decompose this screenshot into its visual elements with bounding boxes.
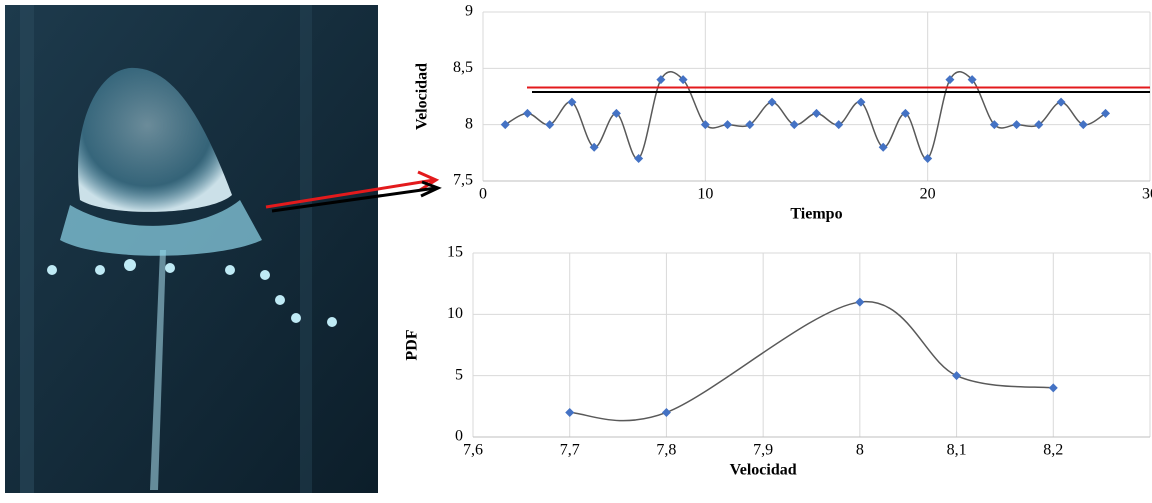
- data-point: [565, 407, 575, 417]
- data-point: [1078, 120, 1088, 130]
- data-point: [812, 108, 821, 118]
- data-point: [1034, 120, 1044, 130]
- data-point: [856, 97, 866, 107]
- data-point: [723, 120, 733, 130]
- y-tick-label: 5: [455, 366, 463, 383]
- data-point: [767, 97, 777, 107]
- y-tick-label: 8,5: [453, 59, 473, 76]
- data-point: [855, 297, 865, 307]
- y-tick-label: 15: [447, 244, 463, 261]
- data-point: [634, 153, 644, 163]
- data-point: [745, 120, 755, 130]
- data-line: [504, 71, 1106, 160]
- x-axis-label: Tiempo: [790, 206, 842, 223]
- data-point: [611, 108, 621, 118]
- y-tick-label: 9: [465, 3, 473, 20]
- data-point: [545, 120, 555, 130]
- x-tick-label: 8,2: [1043, 442, 1063, 459]
- data-point: [789, 120, 799, 130]
- data-point: [1048, 383, 1058, 393]
- data-point: [700, 120, 710, 130]
- data-point: [589, 142, 599, 152]
- x-tick-label: 7,6: [463, 442, 483, 459]
- data-point: [1012, 120, 1022, 130]
- data-point: [923, 153, 933, 163]
- arrows: [265, 170, 442, 213]
- data-point: [1056, 97, 1066, 107]
- data-point: [567, 97, 577, 107]
- y-axis-label: PDF: [404, 329, 421, 360]
- data-point: [989, 120, 999, 130]
- data-point: [952, 371, 962, 381]
- y-axis-label: Velocidad: [414, 63, 431, 130]
- data-point: [656, 75, 666, 85]
- data-point: [945, 75, 955, 85]
- x-tick-label: 8: [856, 442, 864, 459]
- x-tick-label: 8,1: [947, 442, 967, 459]
- data-point: [878, 142, 888, 152]
- photo: [5, 5, 378, 493]
- data-point: [522, 108, 532, 118]
- data-line: [569, 301, 1054, 422]
- data-point: [661, 407, 671, 417]
- x-tick-label: 0: [479, 186, 487, 203]
- y-tick-label: 0: [455, 428, 463, 445]
- data-point: [1101, 108, 1111, 118]
- x-tick-label: 7,8: [656, 442, 676, 459]
- x-tick-label: 30: [1142, 186, 1152, 203]
- data-point: [678, 75, 688, 85]
- x-tick-label: 10: [697, 186, 713, 203]
- y-tick-label: 10: [447, 305, 463, 322]
- data-point: [834, 120, 844, 130]
- x-tick-label: 7,9: [753, 442, 773, 459]
- x-tick-label: 7,7: [560, 442, 580, 459]
- data-point: [967, 75, 977, 85]
- data-point: [900, 108, 910, 118]
- y-tick-label: 7,5: [453, 172, 473, 189]
- x-axis-label: Velocidad: [730, 462, 797, 479]
- data-point: [500, 120, 510, 130]
- x-tick-label: 20: [920, 186, 936, 203]
- y-tick-label: 8: [465, 115, 473, 132]
